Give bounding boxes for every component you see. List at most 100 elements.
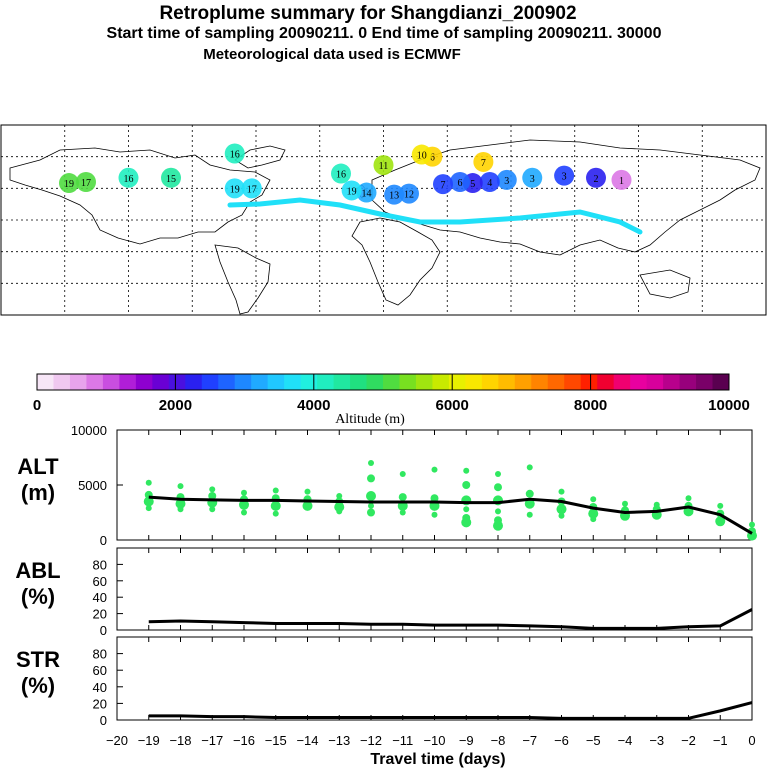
colorbar-segment bbox=[679, 374, 697, 390]
x-tick-label: −12 bbox=[360, 733, 382, 748]
plume-cluster bbox=[473, 151, 494, 172]
colorbar-segment bbox=[218, 374, 236, 390]
x-tick-label: −6 bbox=[554, 733, 569, 748]
x-tick-label: −15 bbox=[265, 733, 287, 748]
plume-cluster bbox=[118, 167, 139, 188]
colorbar-segment bbox=[481, 374, 499, 390]
x-tick-label: −8 bbox=[491, 733, 506, 748]
x-tick-label: −17 bbox=[201, 733, 223, 748]
altitude-colorbar: 0 2000 4000 6000 8000 10000 Altitude (m) bbox=[33, 373, 750, 427]
plume-label: 10 bbox=[417, 151, 427, 162]
alt-scatter-point bbox=[430, 494, 439, 503]
plume-label: 16 bbox=[230, 150, 240, 161]
alt-scatter-point bbox=[493, 520, 503, 531]
plume-label: 3 bbox=[530, 174, 535, 185]
alt-scatter-point bbox=[208, 492, 217, 500]
plume-label: 7 bbox=[481, 158, 486, 169]
alt-scatter-point bbox=[366, 491, 376, 501]
plume-cluster bbox=[341, 180, 362, 201]
plume-cluster bbox=[450, 172, 470, 192]
plume-label: 19 bbox=[64, 179, 74, 190]
y-tick-label: 40 bbox=[93, 590, 107, 605]
colorbar-segment bbox=[580, 374, 598, 390]
colorbar-tick-label: 0 bbox=[33, 397, 41, 414]
alt-scatter-point bbox=[209, 486, 216, 493]
panel-unit: (%) bbox=[21, 584, 55, 609]
alt-scatter-point bbox=[399, 471, 406, 477]
y-tick-label: 20 bbox=[93, 696, 107, 711]
alt-scatter-point bbox=[175, 498, 186, 509]
colorbar-segment bbox=[696, 374, 714, 390]
x-tick-label: −19 bbox=[138, 733, 160, 748]
plume-label: 16 bbox=[336, 170, 346, 181]
colorbar-tick-label: 2000 bbox=[159, 397, 192, 414]
alt-scatter-point bbox=[749, 521, 755, 528]
colorbar-segment bbox=[531, 374, 549, 390]
plume-cluster bbox=[522, 167, 543, 188]
alt-scatter-point bbox=[463, 467, 470, 474]
colorbar-segment bbox=[168, 374, 186, 390]
colorbar-segment bbox=[53, 374, 71, 390]
alt-scatter-point bbox=[461, 517, 472, 528]
colorbar-segment bbox=[267, 374, 285, 390]
colorbar-segment bbox=[234, 374, 252, 390]
colorbar-segment bbox=[383, 374, 400, 390]
time-series-panels: ALT(m)1000050000ABL(%)806040200STR(%)806… bbox=[15, 423, 757, 768]
x-tick-label: −10 bbox=[423, 733, 445, 748]
y-tick-label: 10000 bbox=[71, 423, 107, 438]
x-tick-label: −4 bbox=[618, 733, 633, 748]
plume-cluster bbox=[224, 143, 245, 164]
colorbar-segment bbox=[102, 374, 120, 390]
panel-unit: (%) bbox=[21, 673, 55, 698]
colorbar-segment bbox=[432, 374, 450, 390]
plume-label: 19 bbox=[230, 184, 240, 195]
plume-label: 19 bbox=[347, 186, 357, 197]
x-tick-label: −3 bbox=[649, 733, 664, 748]
colorbar-segment bbox=[663, 374, 681, 390]
colorbar-segment bbox=[597, 374, 615, 390]
plume-label: 7 bbox=[441, 180, 446, 191]
colorbar-tick-label: 10000 bbox=[708, 397, 750, 414]
plume-cluster bbox=[586, 167, 606, 188]
alt-scatter-point bbox=[590, 496, 597, 503]
alt-scatter-point bbox=[558, 512, 565, 519]
plume-label: 6 bbox=[458, 178, 463, 189]
x-axis: −20 −19 −18 −17 −16 −15 −14 −13 −12 −11 −10 −9 −8 −7−… bbox=[106, 733, 756, 768]
alt-scatter-point bbox=[556, 504, 567, 515]
alt-scatter-point bbox=[495, 508, 501, 515]
series-line bbox=[148, 701, 753, 720]
plume-path bbox=[227, 197, 643, 235]
y-tick-label: 0 bbox=[100, 713, 107, 728]
colorbar-segment bbox=[547, 374, 565, 390]
x-tick-label: −20 bbox=[106, 733, 128, 748]
met-data-line: Meteorological data used is ECMWF bbox=[203, 46, 461, 63]
plume-cluster bbox=[496, 169, 517, 190]
coastlines bbox=[9, 139, 761, 315]
colorbar-segment bbox=[399, 374, 417, 390]
series-line bbox=[148, 495, 753, 535]
alt-scatter-point bbox=[715, 516, 726, 527]
plume-label: 2 bbox=[594, 174, 599, 185]
x-axis-title: Travel time (days) bbox=[370, 751, 505, 768]
alt-scatter-point bbox=[304, 488, 311, 495]
x-tick-label: −2 bbox=[681, 733, 696, 748]
y-tick-label: 20 bbox=[93, 607, 107, 622]
x-tick-label: −7 bbox=[522, 733, 537, 748]
alt-scatter-point bbox=[622, 500, 628, 507]
plume-cluster bbox=[399, 183, 419, 204]
plume-cluster bbox=[161, 167, 181, 188]
plume-label: 15 bbox=[166, 174, 176, 185]
plume-cluster bbox=[554, 165, 575, 186]
plume-label: 12 bbox=[404, 190, 414, 201]
panel-alt: ALT(m) 10000 5000 0 bbox=[17, 423, 757, 548]
colorbar-segment bbox=[350, 374, 368, 390]
alt-scatter-point bbox=[336, 508, 343, 515]
colorbar-segment bbox=[300, 374, 318, 390]
y-tick-label: 80 bbox=[93, 647, 107, 662]
alt-scatter-point bbox=[431, 511, 438, 518]
alt-scatter-point bbox=[272, 487, 279, 494]
plume-cluster bbox=[59, 173, 79, 194]
alt-scatter-point bbox=[272, 510, 279, 517]
